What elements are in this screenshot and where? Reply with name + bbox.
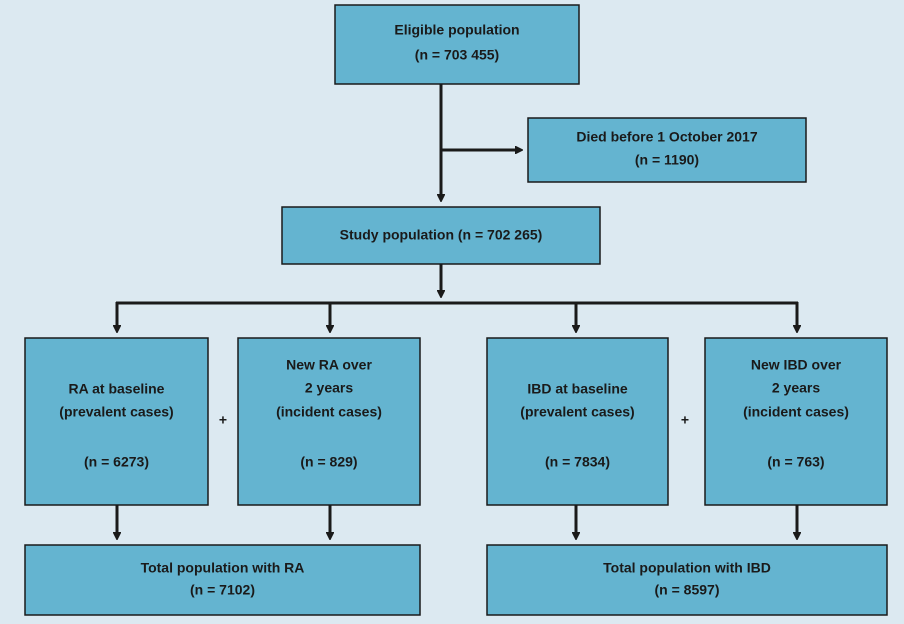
plus-sign: + — [219, 412, 227, 428]
box-label: Died before 1 October 2017 — [576, 129, 758, 145]
connectors — [116, 84, 798, 538]
box-label: Study population (n = 702 265) — [340, 227, 543, 243]
box — [527, 117, 807, 183]
box-label: (incident cases) — [743, 404, 849, 420]
box-label: (prevalent cases) — [59, 404, 173, 420]
box-label: (n = 1190) — [635, 152, 699, 168]
box-label: Total population with IBD — [603, 560, 771, 576]
box — [237, 337, 421, 506]
box — [704, 337, 888, 506]
box-label: IBD at baseline — [527, 381, 628, 397]
box-label: (n = 829) — [300, 454, 357, 470]
plus-sign: + — [681, 412, 689, 428]
box-label: (n = 6273) — [84, 454, 149, 470]
box-label: Total population with RA — [141, 560, 305, 576]
box-label: (n = 7102) — [190, 582, 255, 598]
box — [486, 544, 888, 616]
box-label: (n = 7834) — [545, 454, 610, 470]
box-label: (n = 8597) — [655, 582, 720, 598]
box-label: (incident cases) — [276, 404, 382, 420]
box — [281, 206, 601, 265]
box-label: 2 years — [305, 380, 353, 396]
box-label: New IBD over — [751, 357, 842, 373]
box-label: (n = 763) — [767, 454, 824, 470]
box-label: Eligible population — [394, 22, 519, 38]
box — [24, 544, 421, 616]
box-label: 2 years — [772, 380, 820, 396]
box-label: New RA over — [286, 357, 372, 373]
box-label: (prevalent cases) — [520, 404, 634, 420]
box — [24, 337, 209, 506]
box — [334, 4, 580, 85]
box — [486, 337, 669, 506]
box-label: (n = 703 455) — [415, 47, 499, 63]
box-label: RA at baseline — [69, 381, 165, 397]
boxes: Eligible population (n = 703 455) Died bef… — [24, 4, 888, 616]
